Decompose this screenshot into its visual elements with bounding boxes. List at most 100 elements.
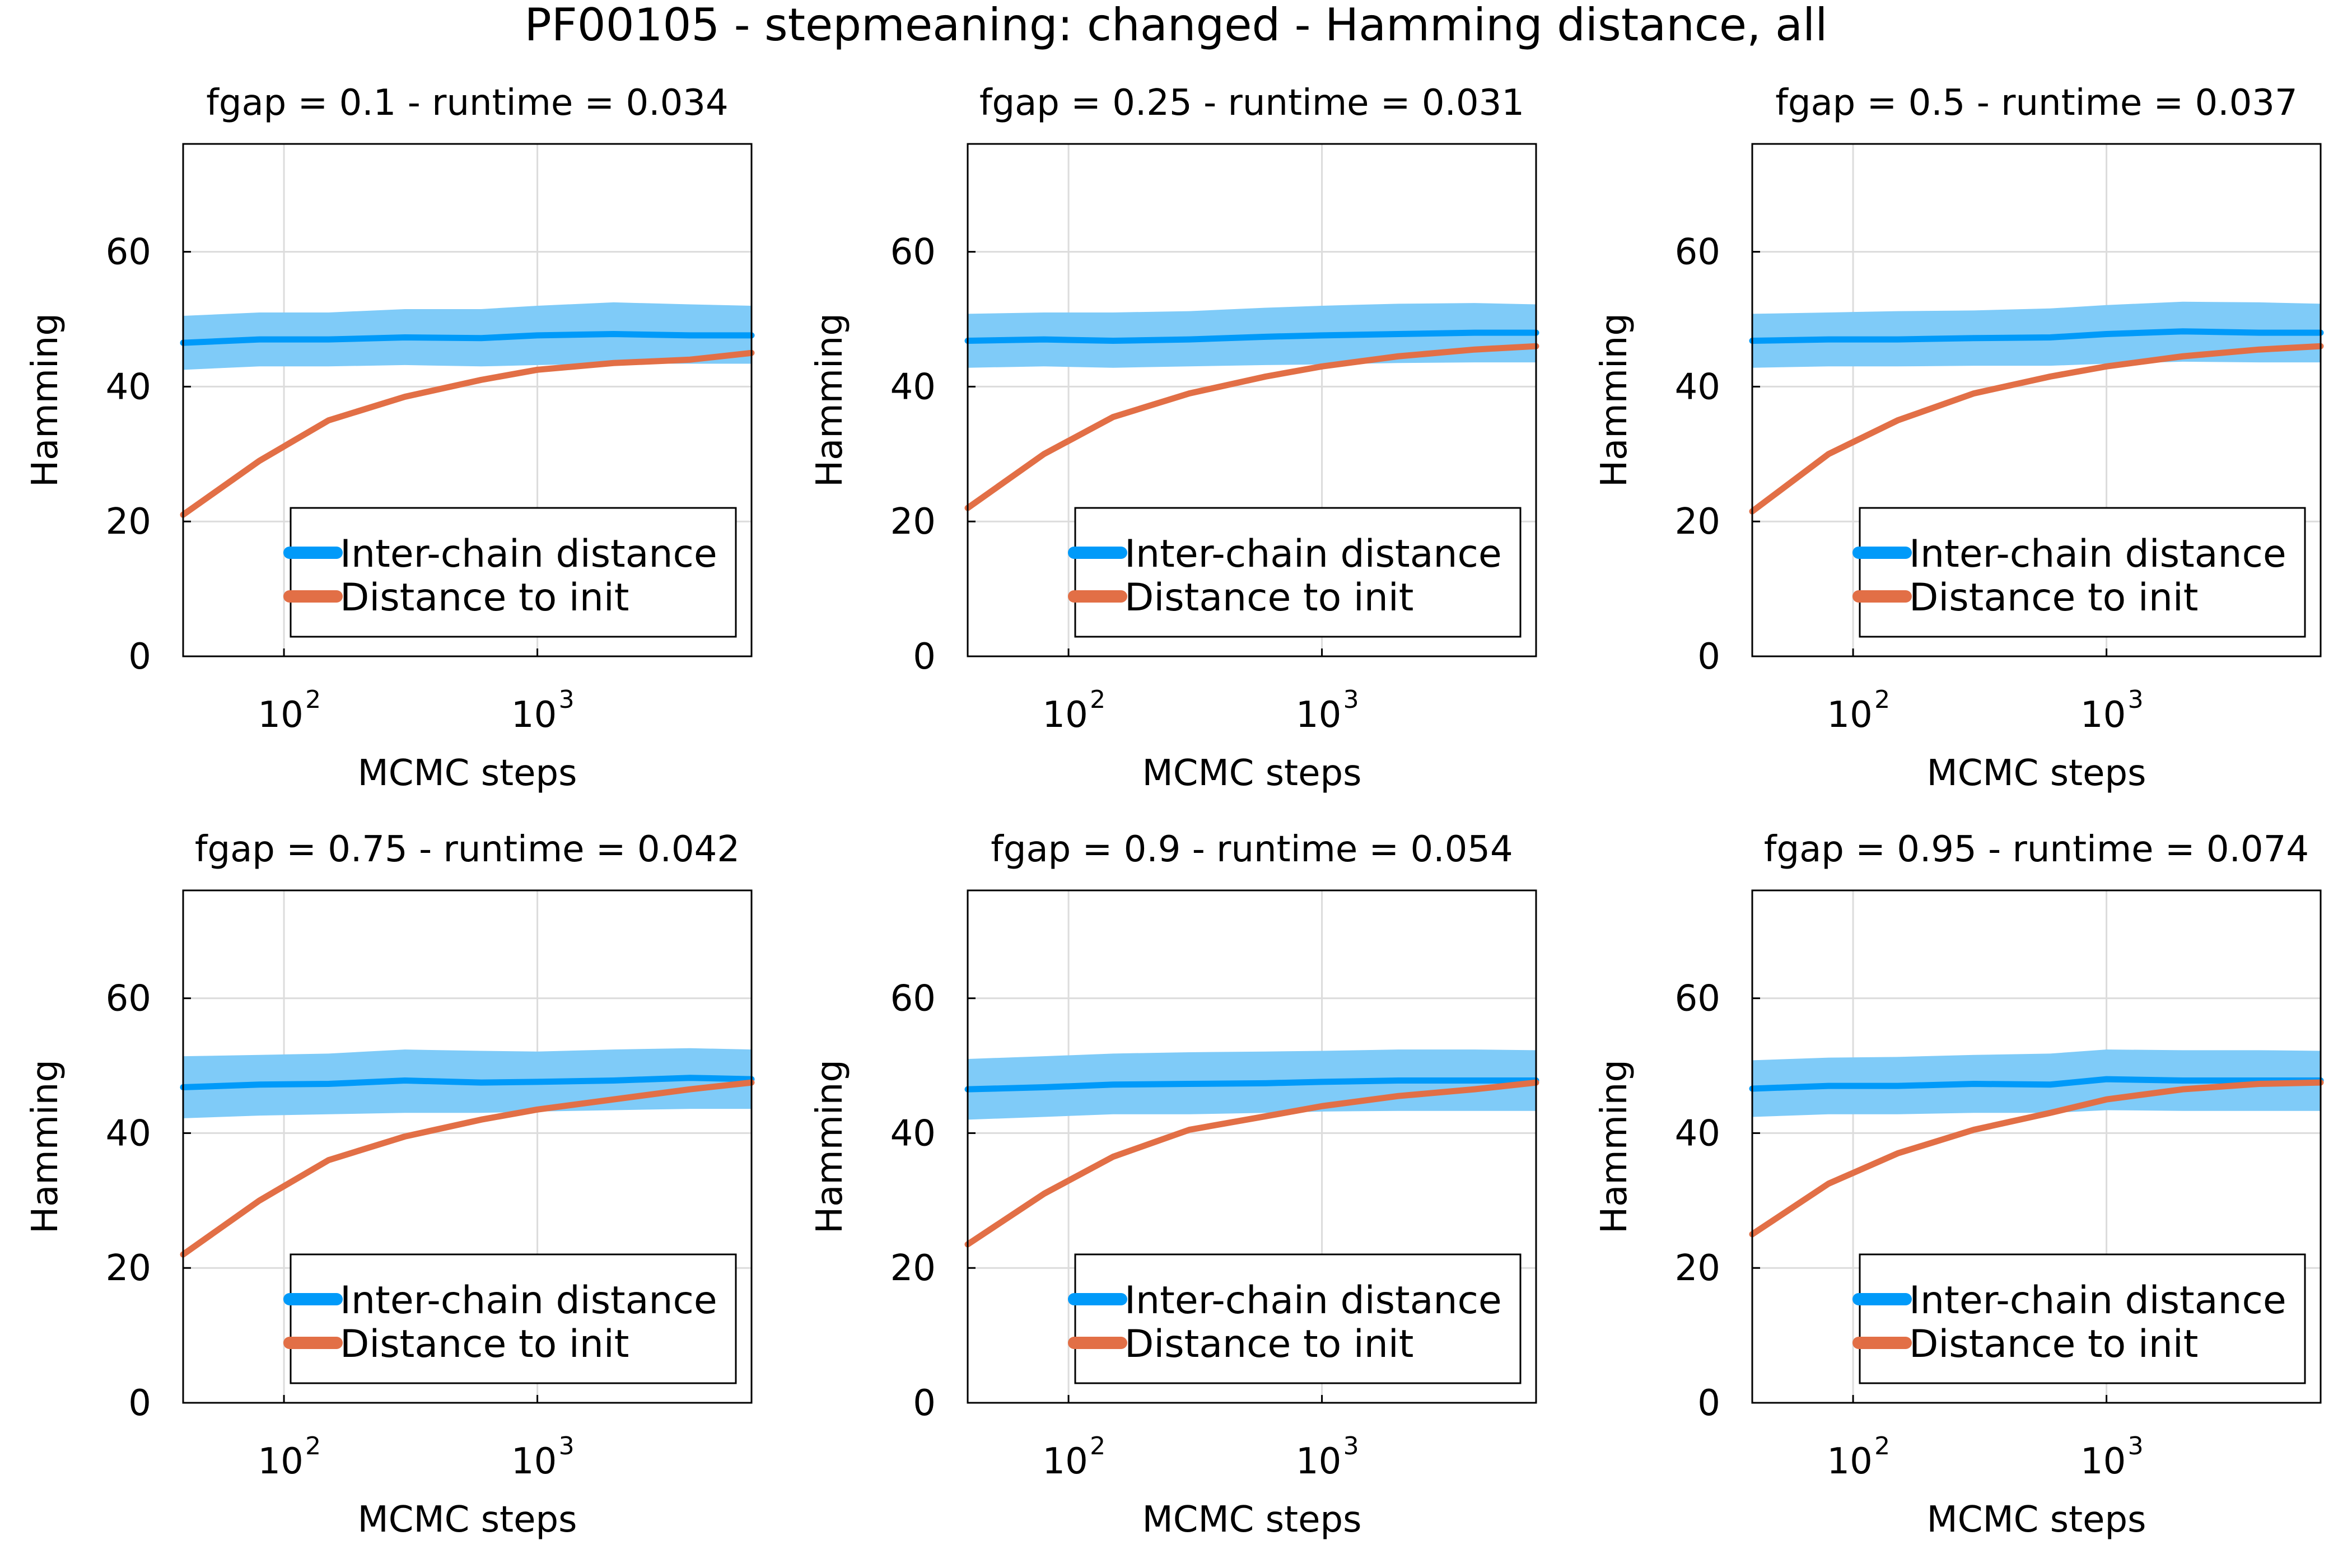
- panel-title: fgap = 0.25 - runtime = 0.031: [979, 82, 1524, 124]
- line-inter-chain-distance: [1749, 328, 2324, 344]
- x-tick-label: 10: [258, 1441, 303, 1482]
- y-tick-label: 60: [106, 232, 151, 273]
- legend-box: [1074, 507, 1522, 638]
- x-tick-label: 10: [2080, 694, 2126, 736]
- y-tick-label: 20: [1675, 1248, 1720, 1289]
- legend-label: Distance to init: [340, 576, 629, 620]
- x-tick-label: 10: [1296, 1441, 1341, 1482]
- y-axis-label: Hamming: [25, 313, 66, 487]
- x-axis-label: MCMC steps: [358, 753, 577, 794]
- x-axis-label: MCMC steps: [358, 1499, 577, 1541]
- line-distance-to-init: [180, 1079, 755, 1258]
- y-axis-label: Hamming: [1594, 313, 1635, 487]
- x-axis-label: MCMC steps: [1142, 1499, 1362, 1541]
- y-tick-label: 40: [1675, 366, 1720, 408]
- legend-box: [290, 1253, 737, 1384]
- line-distance-to-init: [964, 1079, 1539, 1248]
- y-tick-label: 60: [1675, 232, 1720, 273]
- x-tick-label: 10: [1827, 694, 1872, 736]
- x-axis-label: MCMC steps: [1927, 1499, 2146, 1541]
- y-tick-label: 20: [1675, 501, 1720, 543]
- x-tick-label: 10: [1042, 1441, 1088, 1482]
- y-axis-label: Hamming: [809, 313, 851, 487]
- plot-frame: [967, 143, 1537, 657]
- legend-box: [1859, 1253, 2306, 1384]
- legend-label: Inter-chain distance: [340, 532, 717, 576]
- line-inter-chain-distance: [964, 1077, 1539, 1093]
- x-axis-label: MCMC steps: [1142, 753, 1362, 794]
- legend-label: Distance to init: [340, 1322, 629, 1366]
- x-tick-exponent: 3: [559, 685, 575, 714]
- x-tick-exponent: 3: [2128, 685, 2144, 714]
- x-tick-exponent: 2: [1090, 685, 1105, 714]
- y-tick-label: 60: [890, 978, 936, 1020]
- y-tick-label: 0: [1697, 1383, 1720, 1424]
- panel-title: fgap = 0.95 - runtime = 0.074: [1764, 829, 2309, 870]
- x-tick-exponent: 2: [305, 685, 321, 714]
- y-tick-label: 60: [106, 978, 151, 1020]
- y-tick-label: 0: [913, 636, 936, 678]
- legend-label: Inter-chain distance: [1909, 1278, 2286, 1323]
- line-distance-to-init: [1749, 343, 2324, 515]
- plot-frame: [1751, 143, 2322, 657]
- y-axis-label: Hamming: [1594, 1060, 1635, 1234]
- x-tick-exponent: 3: [559, 1432, 575, 1460]
- panel-title: fgap = 0.1 - runtime = 0.034: [206, 82, 728, 124]
- plot-frame: [967, 889, 1537, 1404]
- y-tick-label: 0: [128, 636, 151, 678]
- legend-label: Distance to init: [1909, 576, 2198, 620]
- panel-title: fgap = 0.5 - runtime = 0.037: [1775, 82, 2297, 124]
- x-tick-exponent: 2: [1090, 1432, 1105, 1460]
- legend-label: Inter-chain distance: [1909, 532, 2286, 576]
- y-tick-label: 20: [106, 1248, 151, 1289]
- y-tick-label: 60: [890, 232, 936, 273]
- x-tick-exponent: 2: [305, 1432, 321, 1460]
- plot-frame: [182, 143, 753, 657]
- y-tick-label: 40: [106, 1113, 151, 1154]
- legend-label: Inter-chain distance: [1124, 532, 1502, 576]
- panel-title: fgap = 0.75 - runtime = 0.042: [195, 829, 740, 870]
- legend-label: Distance to init: [1124, 576, 1413, 620]
- x-tick-label: 10: [1042, 694, 1088, 736]
- figure-title: PF00105 - stepmeaning: changed - Hamming…: [525, 0, 1828, 51]
- y-tick-label: 20: [890, 501, 936, 543]
- x-tick-exponent: 2: [1874, 1432, 1890, 1460]
- x-axis-label: MCMC steps: [1927, 753, 2146, 794]
- x-tick-label: 10: [1296, 694, 1341, 736]
- x-tick-label: 10: [511, 1441, 557, 1482]
- line-inter-chain-distance: [180, 1075, 755, 1091]
- y-tick-label: 0: [913, 1383, 936, 1424]
- y-tick-label: 20: [890, 1248, 936, 1289]
- legend-label: Distance to init: [1909, 1322, 2198, 1366]
- legend-box: [290, 507, 737, 638]
- y-tick-label: 60: [1675, 978, 1720, 1020]
- y-axis-label: Hamming: [809, 1060, 851, 1234]
- y-tick-label: 40: [890, 1113, 936, 1154]
- legend-box: [1074, 1253, 1522, 1384]
- y-tick-label: 0: [1697, 636, 1720, 678]
- y-tick-label: 0: [128, 1383, 151, 1424]
- y-tick-label: 20: [106, 501, 151, 543]
- panel-title: fgap = 0.9 - runtime = 0.054: [991, 829, 1513, 870]
- x-tick-exponent: 2: [1874, 685, 1890, 714]
- x-tick-exponent: 3: [1343, 685, 1359, 714]
- legend-label: Distance to init: [1124, 1322, 1413, 1366]
- legend-label: Inter-chain distance: [1124, 1278, 1502, 1323]
- plot-frame: [182, 889, 753, 1404]
- line-distance-to-init: [964, 343, 1539, 511]
- x-tick-label: 10: [258, 694, 303, 736]
- x-tick-label: 10: [1827, 1441, 1872, 1482]
